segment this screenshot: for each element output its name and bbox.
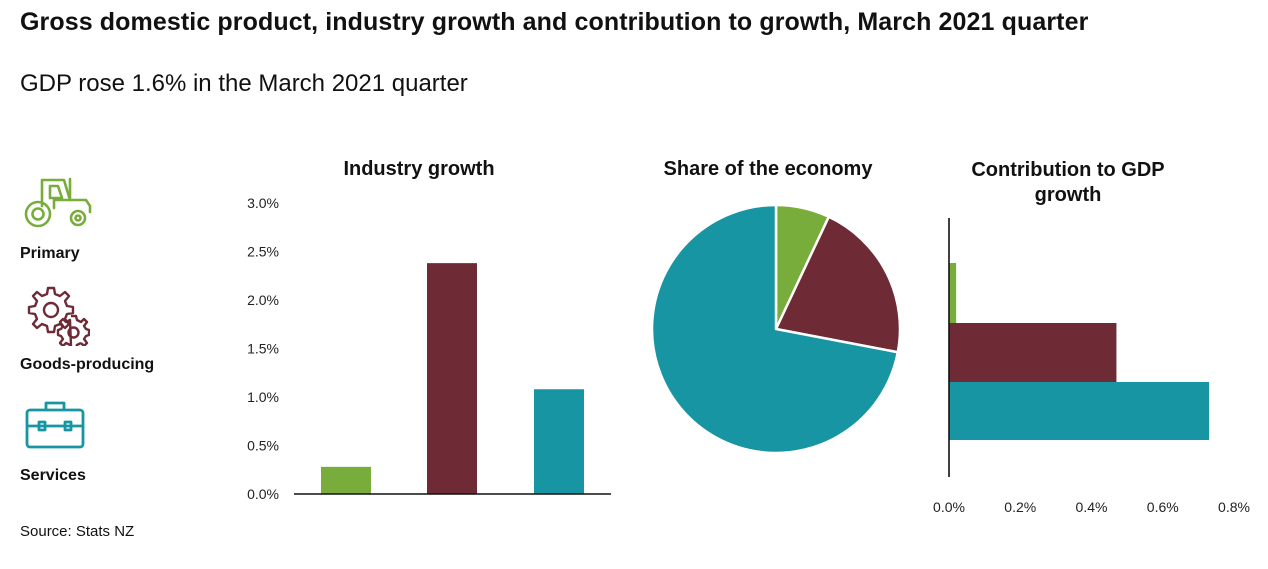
bar-chart-y-tick-label: 2.5%	[247, 244, 279, 260]
bar-chart-title: Industry growth	[343, 158, 494, 180]
pie-slice-services	[650, 203, 900, 455]
briefcase-icon	[24, 400, 88, 450]
contribution-chart-x-tick-label: 0.2%	[1004, 499, 1036, 515]
contribution-chart-x-tick-label: 0.4%	[1076, 499, 1108, 515]
legend-label-goods-producing: Goods-producing	[20, 356, 155, 373]
bar-services	[534, 389, 584, 494]
contribution-chart-x-tick-label: 0.0%	[933, 499, 965, 515]
contribution-chart-title: Contribution to GDP	[971, 159, 1164, 181]
legend-label-primary: Primary	[20, 245, 80, 262]
tractor-icon	[20, 176, 94, 228]
hbar-goods-producing	[949, 323, 1117, 382]
gears-icon	[26, 286, 91, 348]
hbar-services	[949, 382, 1210, 440]
pie-slice-goods-producing	[774, 215, 902, 354]
bar-goods-producing	[427, 263, 477, 494]
bar-chart-y-tick-label: 0.5%	[247, 438, 279, 454]
bar-chart-y-tick-label: 0.0%	[247, 486, 279, 502]
hbar-primary	[949, 263, 957, 323]
bar-chart-y-tick-label: 2.0%	[247, 292, 279, 308]
contribution-chart-x-tick-label: 0.8%	[1218, 499, 1250, 515]
source-note: Source: Stats NZ	[20, 523, 135, 540]
legend-label-services: Services	[20, 467, 86, 484]
contribution-chart-title-line2: growth	[1035, 184, 1102, 206]
page-title: Gross domestic product, industry growth …	[20, 8, 1089, 36]
bar-chart-y-tick-label: 1.5%	[247, 341, 279, 357]
bar-chart-y-tick-label: 3.0%	[247, 195, 279, 211]
page-subtitle: GDP rose 1.6% in the March 2021 quarter	[20, 70, 468, 97]
bar-primary	[321, 466, 371, 494]
pie-chart-title: Share of the economy	[664, 158, 874, 180]
bar-chart-y-tick-label: 1.0%	[247, 389, 279, 405]
contribution-chart-x-tick-label: 0.6%	[1147, 499, 1179, 515]
